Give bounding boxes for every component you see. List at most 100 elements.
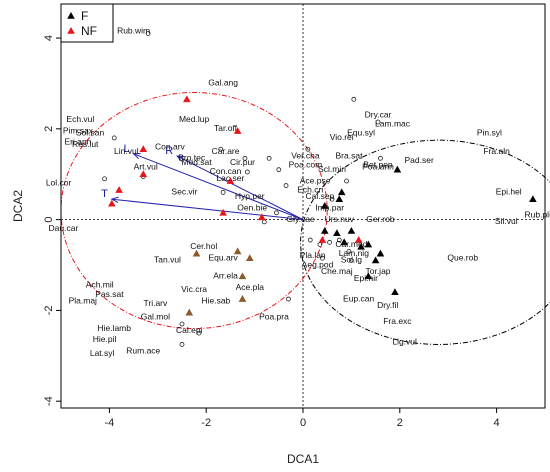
- point-mixed: [238, 295, 247, 302]
- point-f: [371, 256, 380, 264]
- species-label: Urs.nuv: [325, 214, 355, 224]
- y-tick-label: 0: [43, 217, 55, 223]
- sample-circle: [305, 146, 311, 152]
- vector-arrowhead-r: [176, 155, 185, 162]
- sample-circle: [273, 210, 279, 216]
- point-nf: [318, 236, 327, 243]
- species-label: Epi.hir: [354, 273, 378, 283]
- species-label: Pla.lan: [300, 250, 326, 260]
- species-label: Dau.car: [49, 223, 79, 233]
- species-label: Con.can: [210, 166, 242, 176]
- species-label: Lig.vul: [392, 336, 417, 346]
- sample-circle: [145, 31, 151, 36]
- vector-arrowhead-t: [110, 196, 119, 204]
- legend-marker-nf: [67, 27, 75, 34]
- sample-circle: [261, 219, 267, 225]
- sample-points: [108, 95, 537, 316]
- species-label: Car.med: [335, 239, 367, 249]
- vector-l: [133, 153, 304, 221]
- sample-circle: [351, 96, 357, 102]
- species-label: Ace.pse: [300, 175, 331, 185]
- point-f: [364, 272, 373, 280]
- species-label: Tar.off: [214, 123, 238, 133]
- legend-label-f: F: [81, 9, 88, 23]
- point-f: [529, 195, 537, 202]
- species-label: Pim.sax: [63, 125, 94, 135]
- sample-circle: [276, 167, 282, 173]
- vector-label-r: R: [165, 145, 173, 157]
- point-f: [357, 242, 365, 250]
- environment-vectors: L R T: [101, 143, 304, 221]
- species-label: Aeg.pod: [302, 259, 334, 269]
- species-label: Eri.ann: [64, 137, 91, 147]
- species-label: Hyp.per: [235, 191, 265, 201]
- x-tick-label: 2: [397, 417, 403, 429]
- point-nf: [108, 199, 116, 207]
- point-nf: [219, 208, 227, 216]
- axes: -4 -2 0 2 4 -4 -2 0 2 4 DCA1 DCA2: [11, 35, 500, 466]
- species-label: Dry.fil: [377, 300, 398, 310]
- point-f: [337, 188, 346, 196]
- species-label: Cal.sep: [306, 191, 335, 201]
- vector-label-t: T: [101, 188, 108, 200]
- x-tick-label: -4: [105, 417, 115, 429]
- species-label: Cal.epi: [176, 325, 203, 335]
- species-label: Arr.ela: [213, 271, 238, 281]
- sample-circle: [346, 248, 352, 254]
- species-label: Gly.cae: [286, 214, 314, 224]
- species-label: Sol.can: [76, 128, 105, 138]
- sample-circle: [336, 237, 342, 243]
- point-mixed: [192, 249, 201, 257]
- point-nf: [226, 177, 235, 184]
- species-label: Sec.vir: [171, 187, 197, 197]
- sample-circle: [179, 321, 185, 327]
- sample-circle: [218, 146, 224, 152]
- species-label: Dry.car: [365, 109, 392, 119]
- point-f: [364, 240, 373, 248]
- point-nf: [183, 95, 191, 103]
- species-label: Poa.com: [289, 159, 323, 169]
- species-label: Ver.cha: [291, 150, 320, 160]
- species-label: Tri.arv: [143, 298, 168, 308]
- point-f: [340, 238, 348, 246]
- sample-circle: [307, 237, 313, 243]
- y-tick-label: -4: [43, 396, 55, 406]
- species-label: Rum.ace: [126, 346, 160, 356]
- species-label: Fra.aln: [483, 146, 510, 156]
- sample-circle: [344, 178, 349, 184]
- species-label: Ech.vul: [66, 114, 94, 124]
- vector-r: [176, 155, 304, 221]
- species-label: Ach.mil: [86, 280, 114, 290]
- species-label: Hie.lamb: [97, 323, 131, 333]
- species-label: Bet.pen: [363, 159, 393, 169]
- point-nf: [233, 127, 242, 134]
- species-label: Sil.vul: [495, 216, 518, 226]
- species-label: Ech.cri: [297, 184, 323, 194]
- species-label: Bro.tec: [178, 153, 206, 163]
- species-label: Poa.pra: [259, 311, 289, 321]
- species-label: Tan.vul: [154, 255, 181, 265]
- sample-circle: [266, 155, 272, 161]
- species-label: Lol.cor: [46, 178, 72, 188]
- x-axis-label: DCA1: [287, 452, 319, 466]
- point-mixed: [238, 272, 247, 280]
- species-label: Imp.par: [315, 203, 344, 213]
- species-label: Pas.sat: [95, 289, 124, 299]
- species-label: Poa.ann: [362, 162, 394, 172]
- species-label: Lat.syl: [90, 348, 115, 358]
- point-f: [391, 288, 399, 296]
- species-label: Eup.can: [343, 293, 374, 303]
- species-label: Sol.lg: [341, 255, 363, 265]
- sample-circle: [242, 155, 248, 161]
- x-tick-label: 0: [300, 417, 306, 429]
- sample-circle: [283, 183, 289, 188]
- vector-t: [111, 198, 304, 221]
- sample-circle: [378, 155, 383, 161]
- vector-arrowhead-l: [132, 153, 141, 160]
- species-label: Cer.hol: [190, 241, 217, 251]
- point-nf: [258, 213, 266, 221]
- legend-box: [60, 3, 114, 43]
- vector-label-l: L: [123, 143, 129, 155]
- point-f: [393, 165, 402, 173]
- point-mixed: [245, 254, 254, 262]
